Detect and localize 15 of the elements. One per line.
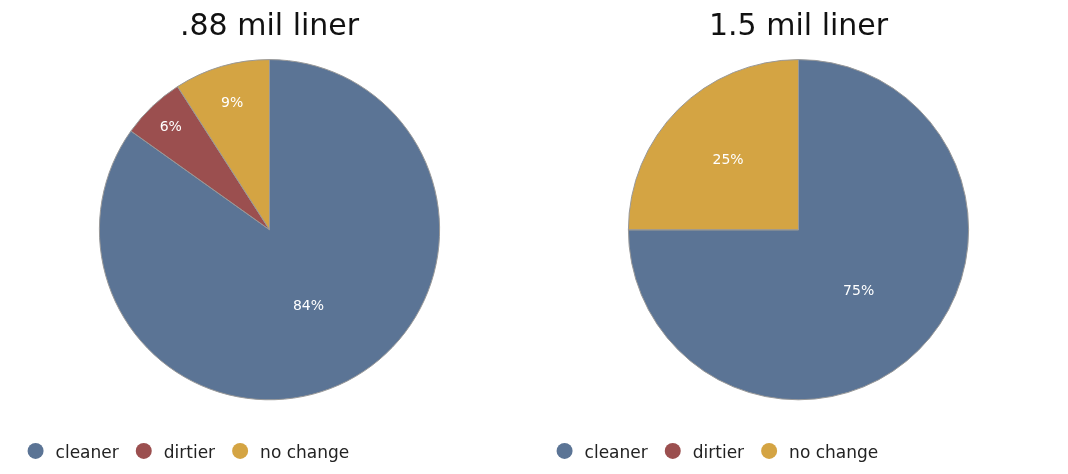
data-label: 6% <box>159 118 182 135</box>
data-label: 25% <box>712 151 744 168</box>
data-label: 75% <box>843 281 875 298</box>
data-label: 84% <box>292 297 325 314</box>
legend-label: no change <box>260 441 350 462</box>
legend-label: dirtier <box>692 441 745 462</box>
data-label: 9% <box>221 94 244 111</box>
legend-label: cleaner <box>584 441 648 462</box>
pie-slice <box>627 59 969 401</box>
chart-title: .88 mil liner <box>180 7 360 42</box>
pie-slice <box>98 59 440 401</box>
legend-label: dirtier <box>163 441 216 462</box>
legend-label: cleaner <box>55 441 119 462</box>
chart-title: 1.5 mil liner <box>709 7 889 42</box>
legend-label: no change <box>789 441 879 462</box>
